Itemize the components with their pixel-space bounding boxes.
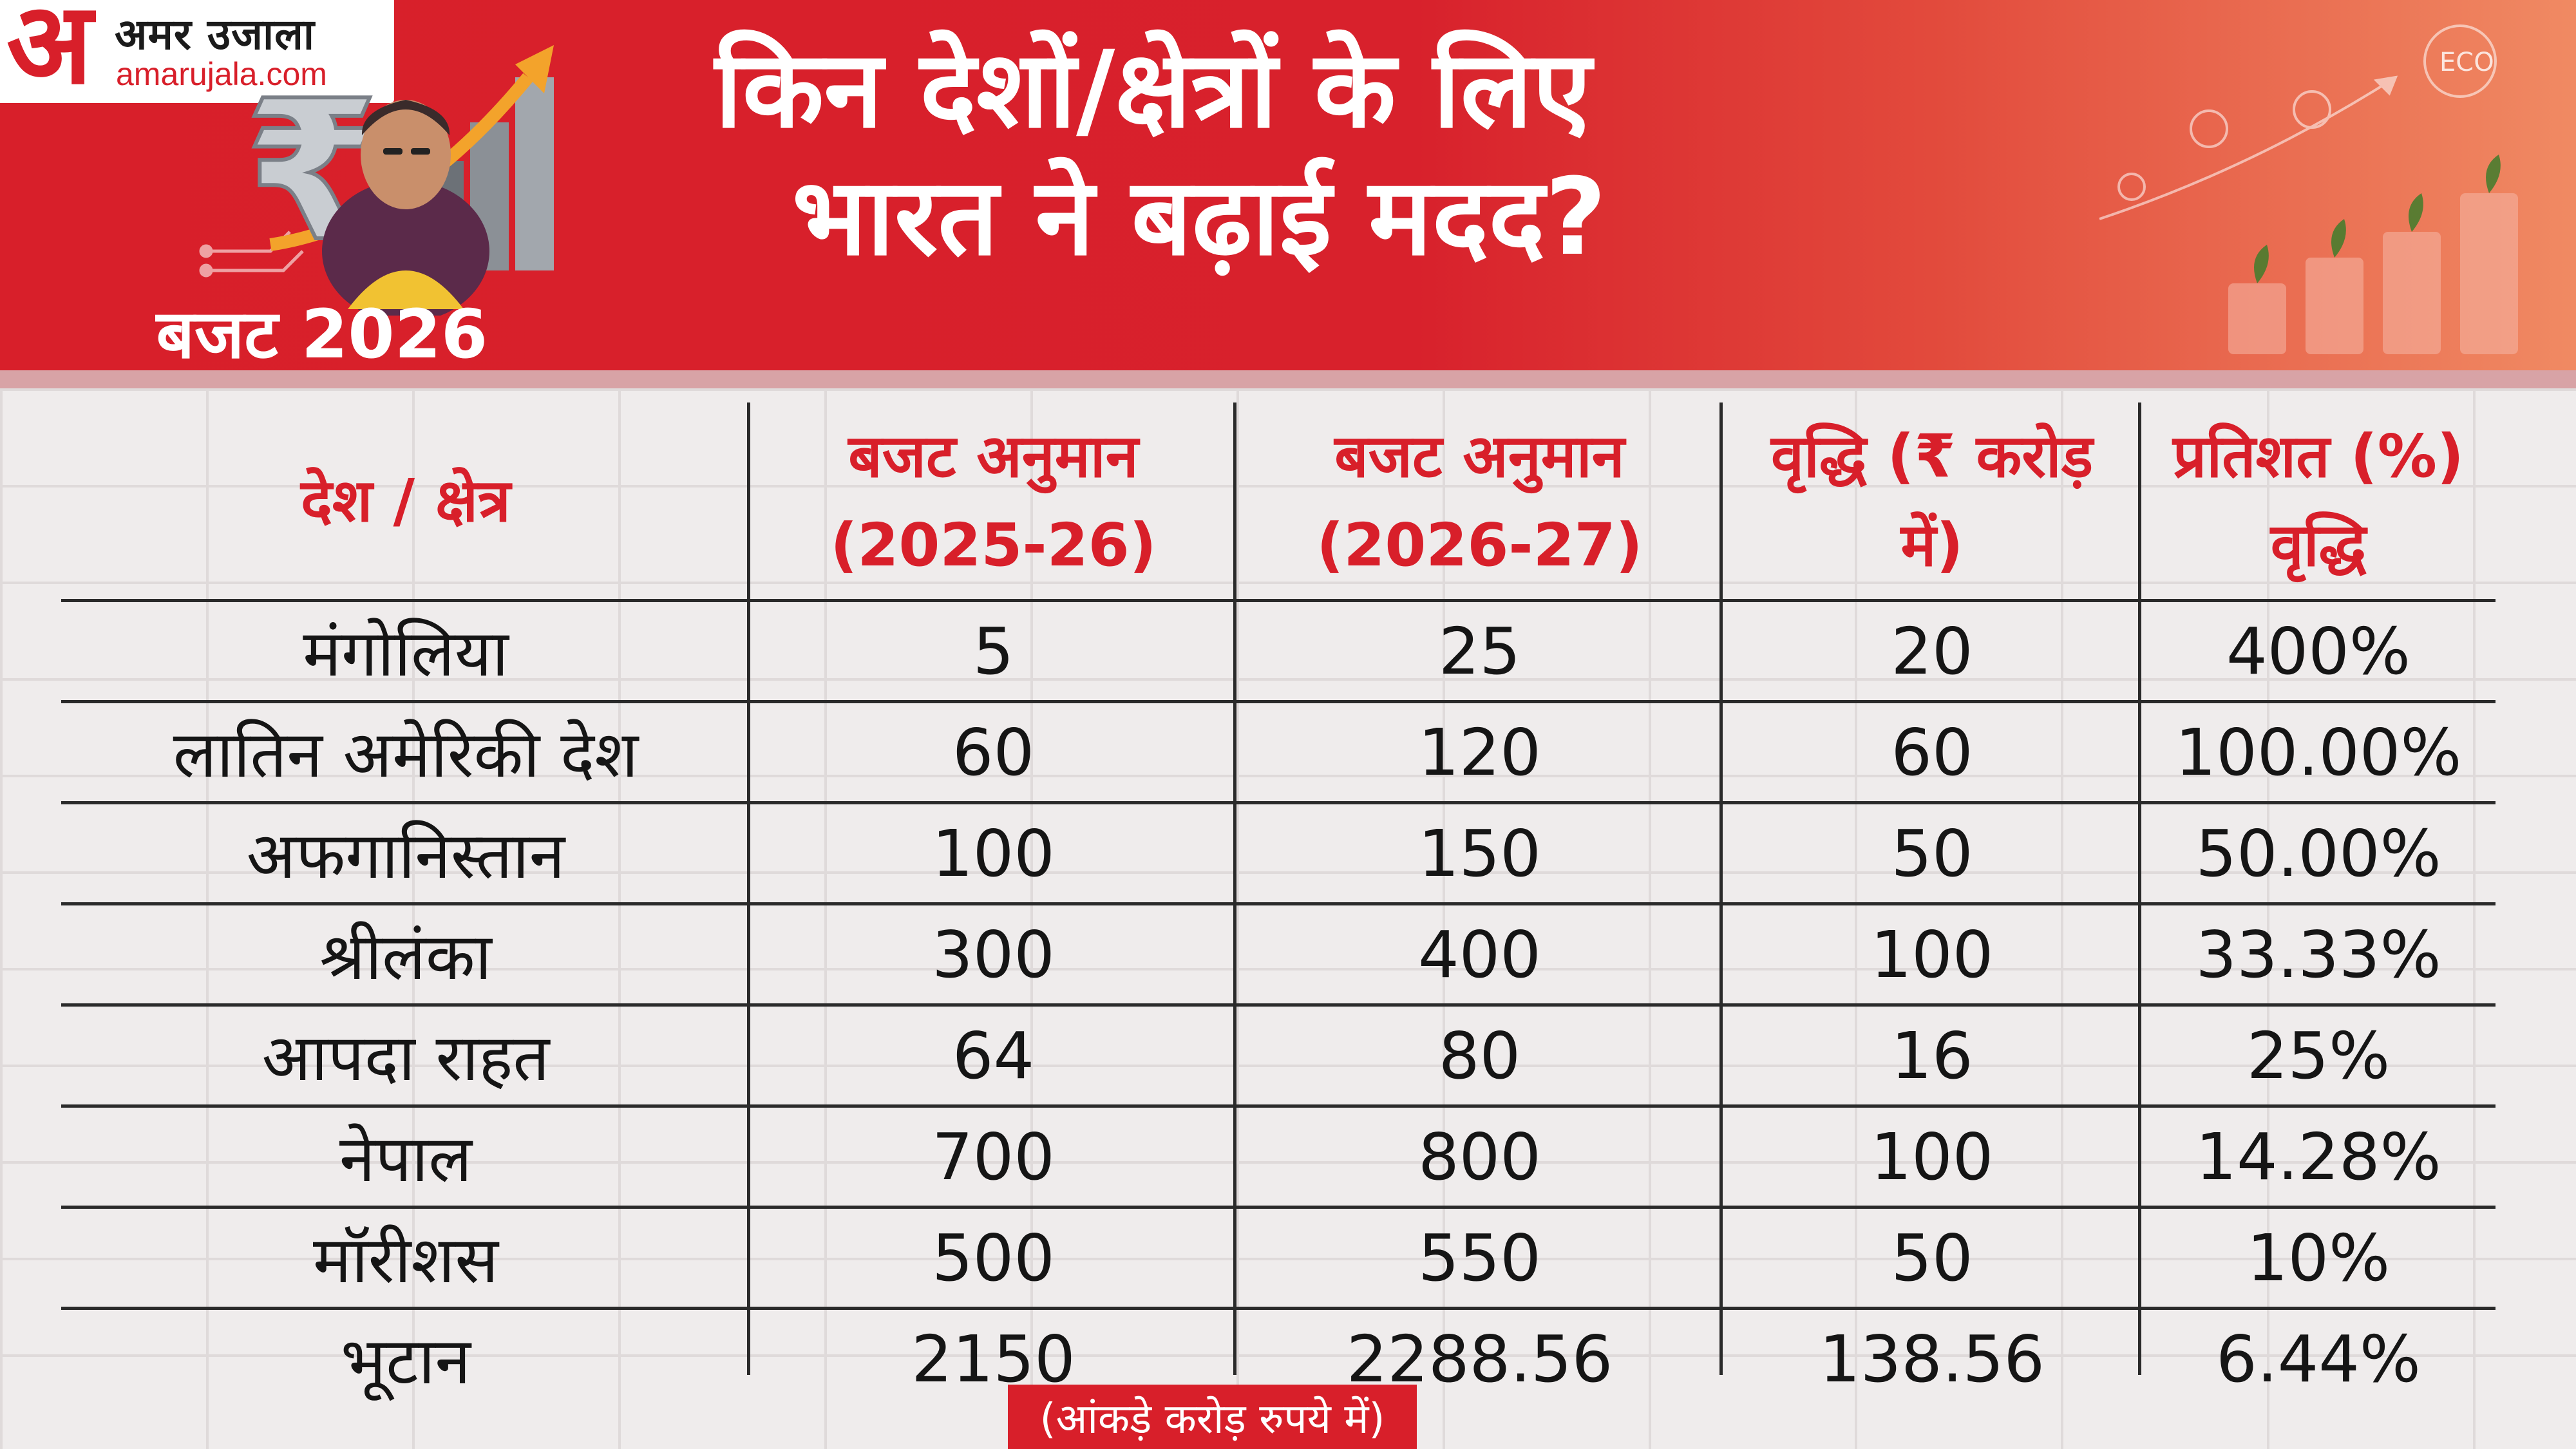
header-estimate-2026-27: बजट अनुमान (2026-27) [1316,421,1643,580]
cell-increase: 50 [1891,815,1973,891]
cell-estimate-2026-27: 800 [1418,1119,1541,1195]
brand-logo[interactable]: अ अमर उजाला amarujala.com [0,0,394,103]
column-divider [1233,402,1236,1375]
cell-estimate-2025-26: 2150 [911,1321,1075,1397]
cell-estimate-2025-26: 60 [952,714,1035,790]
header-percent-growth: प्रतिशत (%) वृद्धि [2173,421,2464,580]
cell-increase: 20 [1891,613,1973,689]
banner-divider [0,370,2576,388]
table-row: लातिन अमेरिकी देश 60 120 60 100.00% [61,700,2496,801]
cell-estimate-2026-27: 400 [1418,916,1541,992]
cell-estimate-2025-26: 700 [932,1119,1055,1195]
column-divider [2138,402,2141,1375]
table-row: नेपाल 700 800 100 14.28% [61,1104,2496,1206]
logo-letter: अ [6,0,93,109]
table-row: अफगानिस्तान 100 150 50 50.00% [61,801,2496,902]
table-row: भूटान 2150 2288.56 138.56 6.44% [61,1307,2496,1408]
cell-increase: 100 [1870,1119,1994,1195]
headline-line-1: किन देशों/क्षेत्रों के लिए [715,28,1591,151]
table-row: मॉरीशस 500 550 50 10% [61,1206,2496,1307]
cell-percent-growth: 100.00% [2175,714,2462,790]
cell-country: आपदा राहत [261,1020,550,1095]
cell-percent-growth: 14.28% [2195,1119,2441,1195]
headline-line-2: भारत ने बढ़ाई मदद? [792,155,1607,279]
cell-estimate-2025-26: 100 [932,815,1055,891]
logo-name: अमर उजाला [115,10,315,59]
table-row: श्रीलंका 300 400 100 33.33% [61,902,2496,1003]
cell-country: श्रीलंका [319,919,492,994]
minister-portrait-icon [322,100,489,316]
column-divider [747,402,750,1375]
footnote: (आंकड़े करोड़ रुपये में) [1008,1385,1417,1449]
logo-domain: amarujala.com [116,56,327,92]
table-row: आपदा राहत 64 80 16 25% [61,1003,2496,1104]
cell-estimate-2025-26: 5 [972,613,1014,689]
cell-increase: 50 [1891,1220,1973,1296]
cell-estimate-2025-26: 64 [952,1018,1035,1094]
cell-increase: 16 [1891,1018,1973,1094]
cell-increase: 138.56 [1819,1321,2045,1397]
budget-label: बजट 2026 [156,295,488,370]
cell-country: नेपाल [339,1121,472,1197]
cell-country: मंगोलिया [303,616,509,691]
cell-country: अफगानिस्तान [246,818,565,893]
cell-estimate-2026-27: 25 [1438,613,1521,689]
budget-illustration: ₹ [199,45,554,316]
table-header: देश / क्षेत्र बजट अनुमान (2025-26) बजट अन… [61,402,2496,599]
cell-country: लातिन अमेरिकी देश [173,717,639,792]
header-estimate-2025-26: बजट अनुमान (2025-26) [830,421,1157,580]
column-divider [1719,402,1723,1375]
cell-estimate-2025-26: 300 [932,916,1055,992]
cell-percent-growth: 33.33% [2195,916,2441,992]
cell-estimate-2026-27: 550 [1418,1220,1541,1296]
header-banner: अ अमर उजाला amarujala.com ₹ बजट 2026 [0,0,2576,370]
eco-growth-illustration: ECO [2099,24,2518,354]
cell-percent-growth: 50.00% [2195,815,2441,891]
aid-table: देश / क्षेत्र बजट अनुमान (2025-26) बजट अन… [61,402,2496,1408]
grid-background [0,388,2576,1449]
cell-estimate-2026-27: 120 [1418,714,1541,790]
cell-percent-growth: 10% [2246,1220,2391,1296]
cell-estimate-2026-27: 150 [1418,815,1541,891]
table-body: मंगोलिया 5 25 20 400% लातिन अमेरिकी देश 60 120 6… [61,599,2496,1408]
cell-percent-growth: 6.44% [2216,1321,2421,1397]
headline: किन देशों/क्षेत्रों के लिए भारत ने बढ़ाई… [715,26,2132,281]
header-country: देश / क्षेत्र [301,466,511,535]
cell-estimate-2026-27: 80 [1438,1018,1521,1094]
cell-percent-growth: 25% [2246,1018,2391,1094]
eco-badge: ECO [2439,48,2494,77]
cell-country: मॉरीशस [312,1222,499,1298]
cell-country: भूटान [340,1323,471,1399]
cell-percent-growth: 400% [2226,613,2410,689]
cell-estimate-2025-26: 500 [932,1220,1055,1296]
cell-increase: 60 [1891,714,1973,790]
header-increase: वृद्धि (₹ करोड़ में) [1771,421,2093,580]
cell-increase: 100 [1870,916,1994,992]
cell-estimate-2026-27: 2288.56 [1346,1321,1613,1397]
table-row: मंगोलिया 5 25 20 400% [61,599,2496,700]
